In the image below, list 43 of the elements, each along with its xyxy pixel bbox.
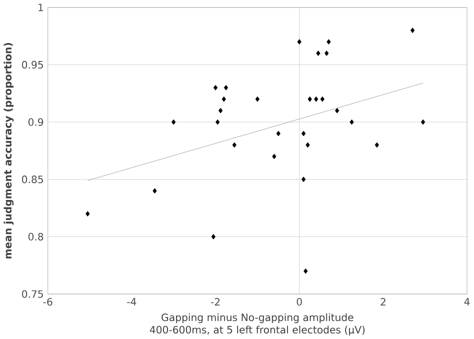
point (320, 96, 324, 102)
point (232, 142, 236, 148)
point (216, 119, 220, 125)
point (272, 154, 276, 160)
point (306, 142, 310, 148)
y-axis-title: mean judgment accuracy (proportion) (4, 42, 14, 258)
x-tick-label: -2 (210, 298, 220, 306)
point (152, 188, 157, 194)
point (276, 130, 280, 136)
point (316, 50, 320, 56)
point (324, 50, 329, 56)
point (213, 84, 218, 90)
x-tick-label: -6 (43, 298, 52, 306)
point (255, 96, 260, 102)
y-tick-label: 1 (38, 4, 43, 11)
point (297, 38, 302, 44)
point (374, 142, 379, 148)
y-tick-label: 0.9 (28, 118, 44, 126)
point (301, 130, 306, 136)
point (211, 234, 216, 240)
point (86, 210, 90, 216)
point (420, 119, 426, 125)
y-tick-label: 0.8 (28, 232, 44, 240)
point (410, 28, 415, 33)
point (308, 96, 312, 102)
point (314, 96, 318, 102)
point (335, 108, 340, 114)
point (304, 268, 308, 274)
x-tick-label: -4 (127, 298, 136, 306)
x-tick-label: 2 (380, 298, 386, 306)
y-tick-label: 0.85 (22, 175, 43, 184)
y-tick-label: 0.75 (22, 290, 43, 298)
x-tick-label: 4 (464, 298, 470, 306)
point (350, 119, 354, 125)
x-axis-title: Gapping minus No-gapping amplitude 400-600ms, at 5 left frontal electodes (µV) (150, 313, 365, 336)
point (222, 96, 226, 102)
point (218, 108, 223, 114)
x-tick-label: 0 (296, 298, 302, 306)
point (224, 84, 228, 90)
point (301, 176, 306, 182)
y-tick-label: 0.95 (22, 60, 43, 68)
point (326, 38, 331, 44)
point (172, 119, 176, 125)
